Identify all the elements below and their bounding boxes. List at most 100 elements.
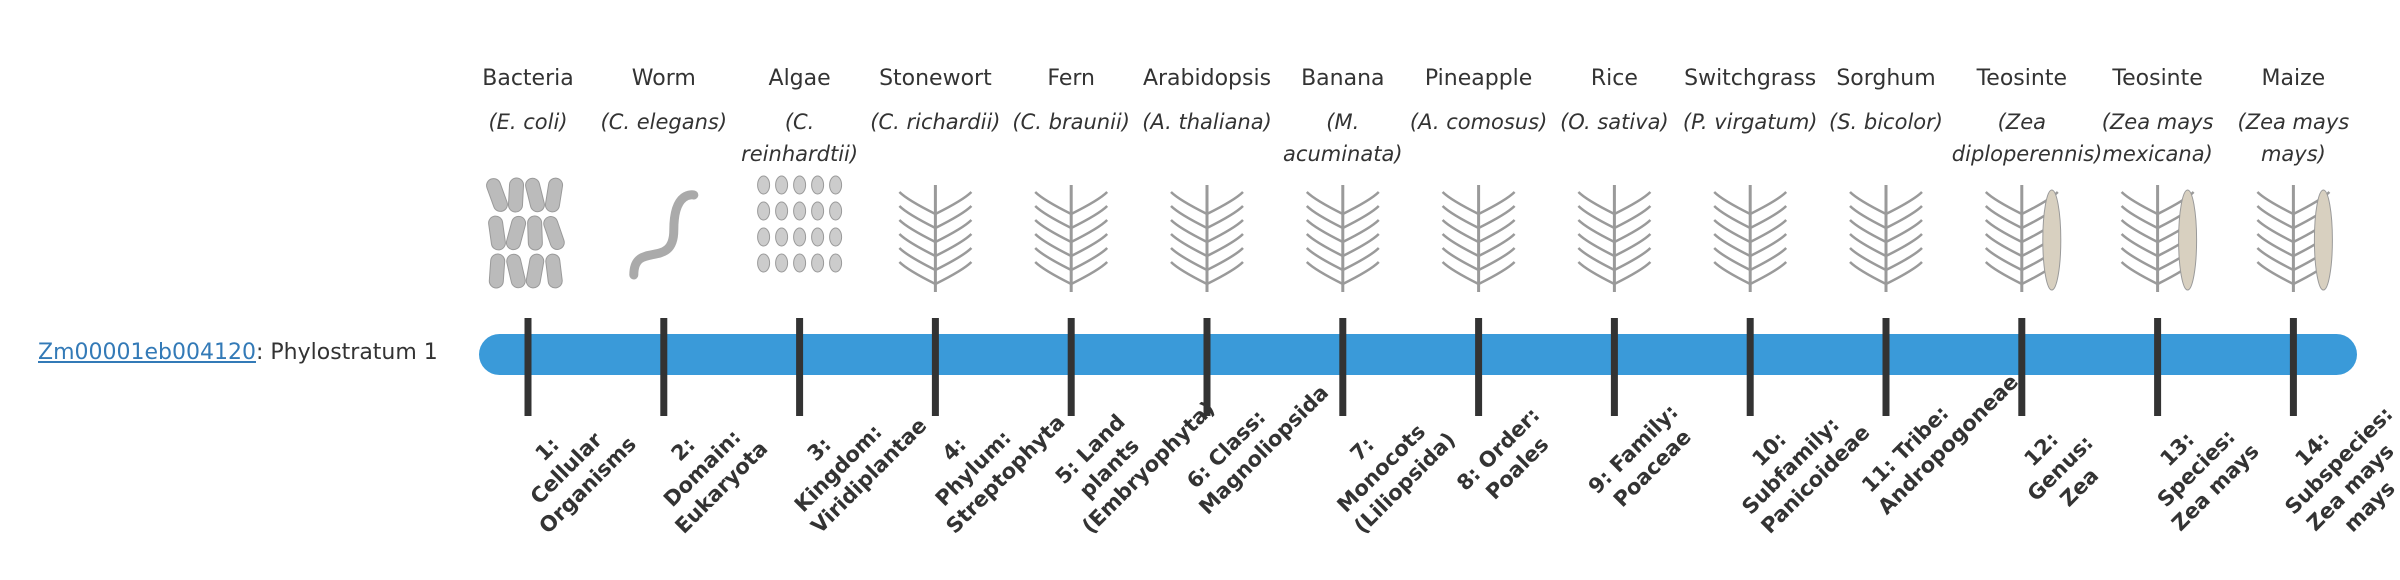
organism-name: Maize	[2261, 66, 2326, 91]
species-name: (E. coli)	[488, 110, 568, 134]
species-name: (C. reinhardtii)	[741, 110, 859, 166]
organism-icon	[829, 175, 843, 195]
organism-icon	[1849, 191, 1887, 216]
organism-icon	[934, 261, 973, 286]
organism-icon	[2256, 233, 2294, 258]
organism-icon	[2256, 205, 2294, 230]
organism-icon	[775, 227, 789, 247]
organism-icon	[1613, 233, 1652, 258]
organism-icon	[1206, 205, 1244, 230]
organism-icon	[1070, 219, 1109, 244]
organism-icon	[775, 175, 789, 195]
organism-icon	[1885, 247, 1923, 272]
organism-icon	[1749, 261, 1788, 286]
organism-icon	[1478, 191, 1516, 216]
organism-icon	[1170, 219, 1208, 244]
organism-icon	[1885, 191, 1923, 216]
organism-icon	[1713, 261, 1751, 286]
organism-icon	[507, 177, 525, 213]
organism-icon	[1034, 191, 1072, 216]
organism-icon	[1478, 261, 1516, 286]
organism-icon	[1613, 219, 1652, 244]
organism-icon	[506, 253, 526, 289]
organism-icon	[525, 253, 545, 289]
organism-icon	[1170, 191, 1208, 216]
organism-icon	[1713, 191, 1751, 216]
organism-icon	[2120, 247, 2159, 272]
species-name: (C. braunii)	[1012, 110, 1130, 134]
organism-icon	[1577, 205, 1615, 230]
organism-icon	[829, 201, 843, 221]
organism-icon	[2292, 191, 2331, 216]
organism-icon	[1577, 247, 1615, 272]
organism-icon	[2120, 205, 2159, 230]
organism-icon	[1206, 261, 1244, 286]
organism-icon	[1577, 233, 1615, 258]
organism-name: Teosinte	[2112, 66, 2203, 91]
organism-icon	[2178, 189, 2198, 291]
species-name: (M. acuminata)	[1283, 110, 1403, 166]
organism-icon	[898, 261, 936, 286]
organism-icon	[1885, 233, 1923, 258]
organism-icon	[1342, 261, 1380, 286]
organism-icon	[1885, 261, 1923, 286]
organism-icon	[1441, 261, 1480, 286]
organism-icon	[1849, 247, 1887, 272]
organism-icon	[505, 215, 527, 251]
organism-icon	[1885, 219, 1923, 244]
organism-icon	[1342, 205, 1380, 230]
organism-icon	[1984, 233, 2023, 258]
organism-icon	[1441, 219, 1480, 244]
organism-icon	[811, 175, 825, 195]
organism-icon	[488, 253, 506, 289]
organism-icon	[1577, 219, 1615, 244]
organism-name: Pineapple	[1424, 66, 1533, 91]
organism-icon	[1713, 205, 1751, 230]
organism-icon	[757, 175, 771, 195]
organism-icon	[1070, 191, 1109, 216]
organism-icon	[1206, 219, 1244, 244]
organism-icon	[2120, 261, 2159, 286]
organism-icon	[1070, 247, 1109, 272]
organism-icon	[934, 233, 973, 258]
organism-icon	[1713, 219, 1751, 244]
organism-icon	[757, 227, 771, 247]
organism-icon	[1305, 261, 1344, 286]
organism-icon	[1984, 219, 2023, 244]
organism-icon	[1034, 233, 1072, 258]
organism-icon	[2042, 189, 2062, 291]
organism-name: Arabidopsis	[1142, 66, 1272, 91]
organism-icon	[525, 177, 545, 213]
organism-icon	[1713, 233, 1751, 258]
gene-link[interactable]: Zm00001eb004120	[38, 340, 256, 365]
timeline-bar	[479, 334, 2357, 375]
organism-icon	[1984, 205, 2023, 230]
organism-icon	[1478, 205, 1516, 230]
organism-icon	[1170, 205, 1208, 230]
organism-icon	[2313, 189, 2333, 291]
organism-icon	[1305, 247, 1344, 272]
organism-icon	[1849, 233, 1887, 258]
organism-icon	[2256, 219, 2294, 244]
species-name: (Zea mays mexicana)	[2101, 110, 2214, 166]
organism-icon	[2256, 247, 2294, 272]
organism-icon	[1342, 219, 1380, 244]
organism-icon	[1170, 233, 1208, 258]
organism-icon	[1849, 261, 1887, 286]
organism-icon	[1613, 247, 1652, 272]
organism-icon	[775, 253, 789, 273]
organism-icon	[793, 253, 807, 273]
organism-icon	[1070, 205, 1109, 230]
organism-icon	[898, 191, 936, 216]
organism-icon	[1441, 191, 1480, 216]
organism-name: Banana	[1301, 66, 1385, 91]
organism-icon	[934, 205, 973, 230]
organism-icon	[811, 227, 825, 247]
organism-icon	[1478, 233, 1516, 258]
organism-icon	[934, 219, 973, 244]
organism-icon	[1342, 247, 1380, 272]
organism-icon	[1713, 247, 1751, 272]
organism-icon	[1441, 247, 1480, 272]
organism-icon	[1305, 205, 1344, 230]
